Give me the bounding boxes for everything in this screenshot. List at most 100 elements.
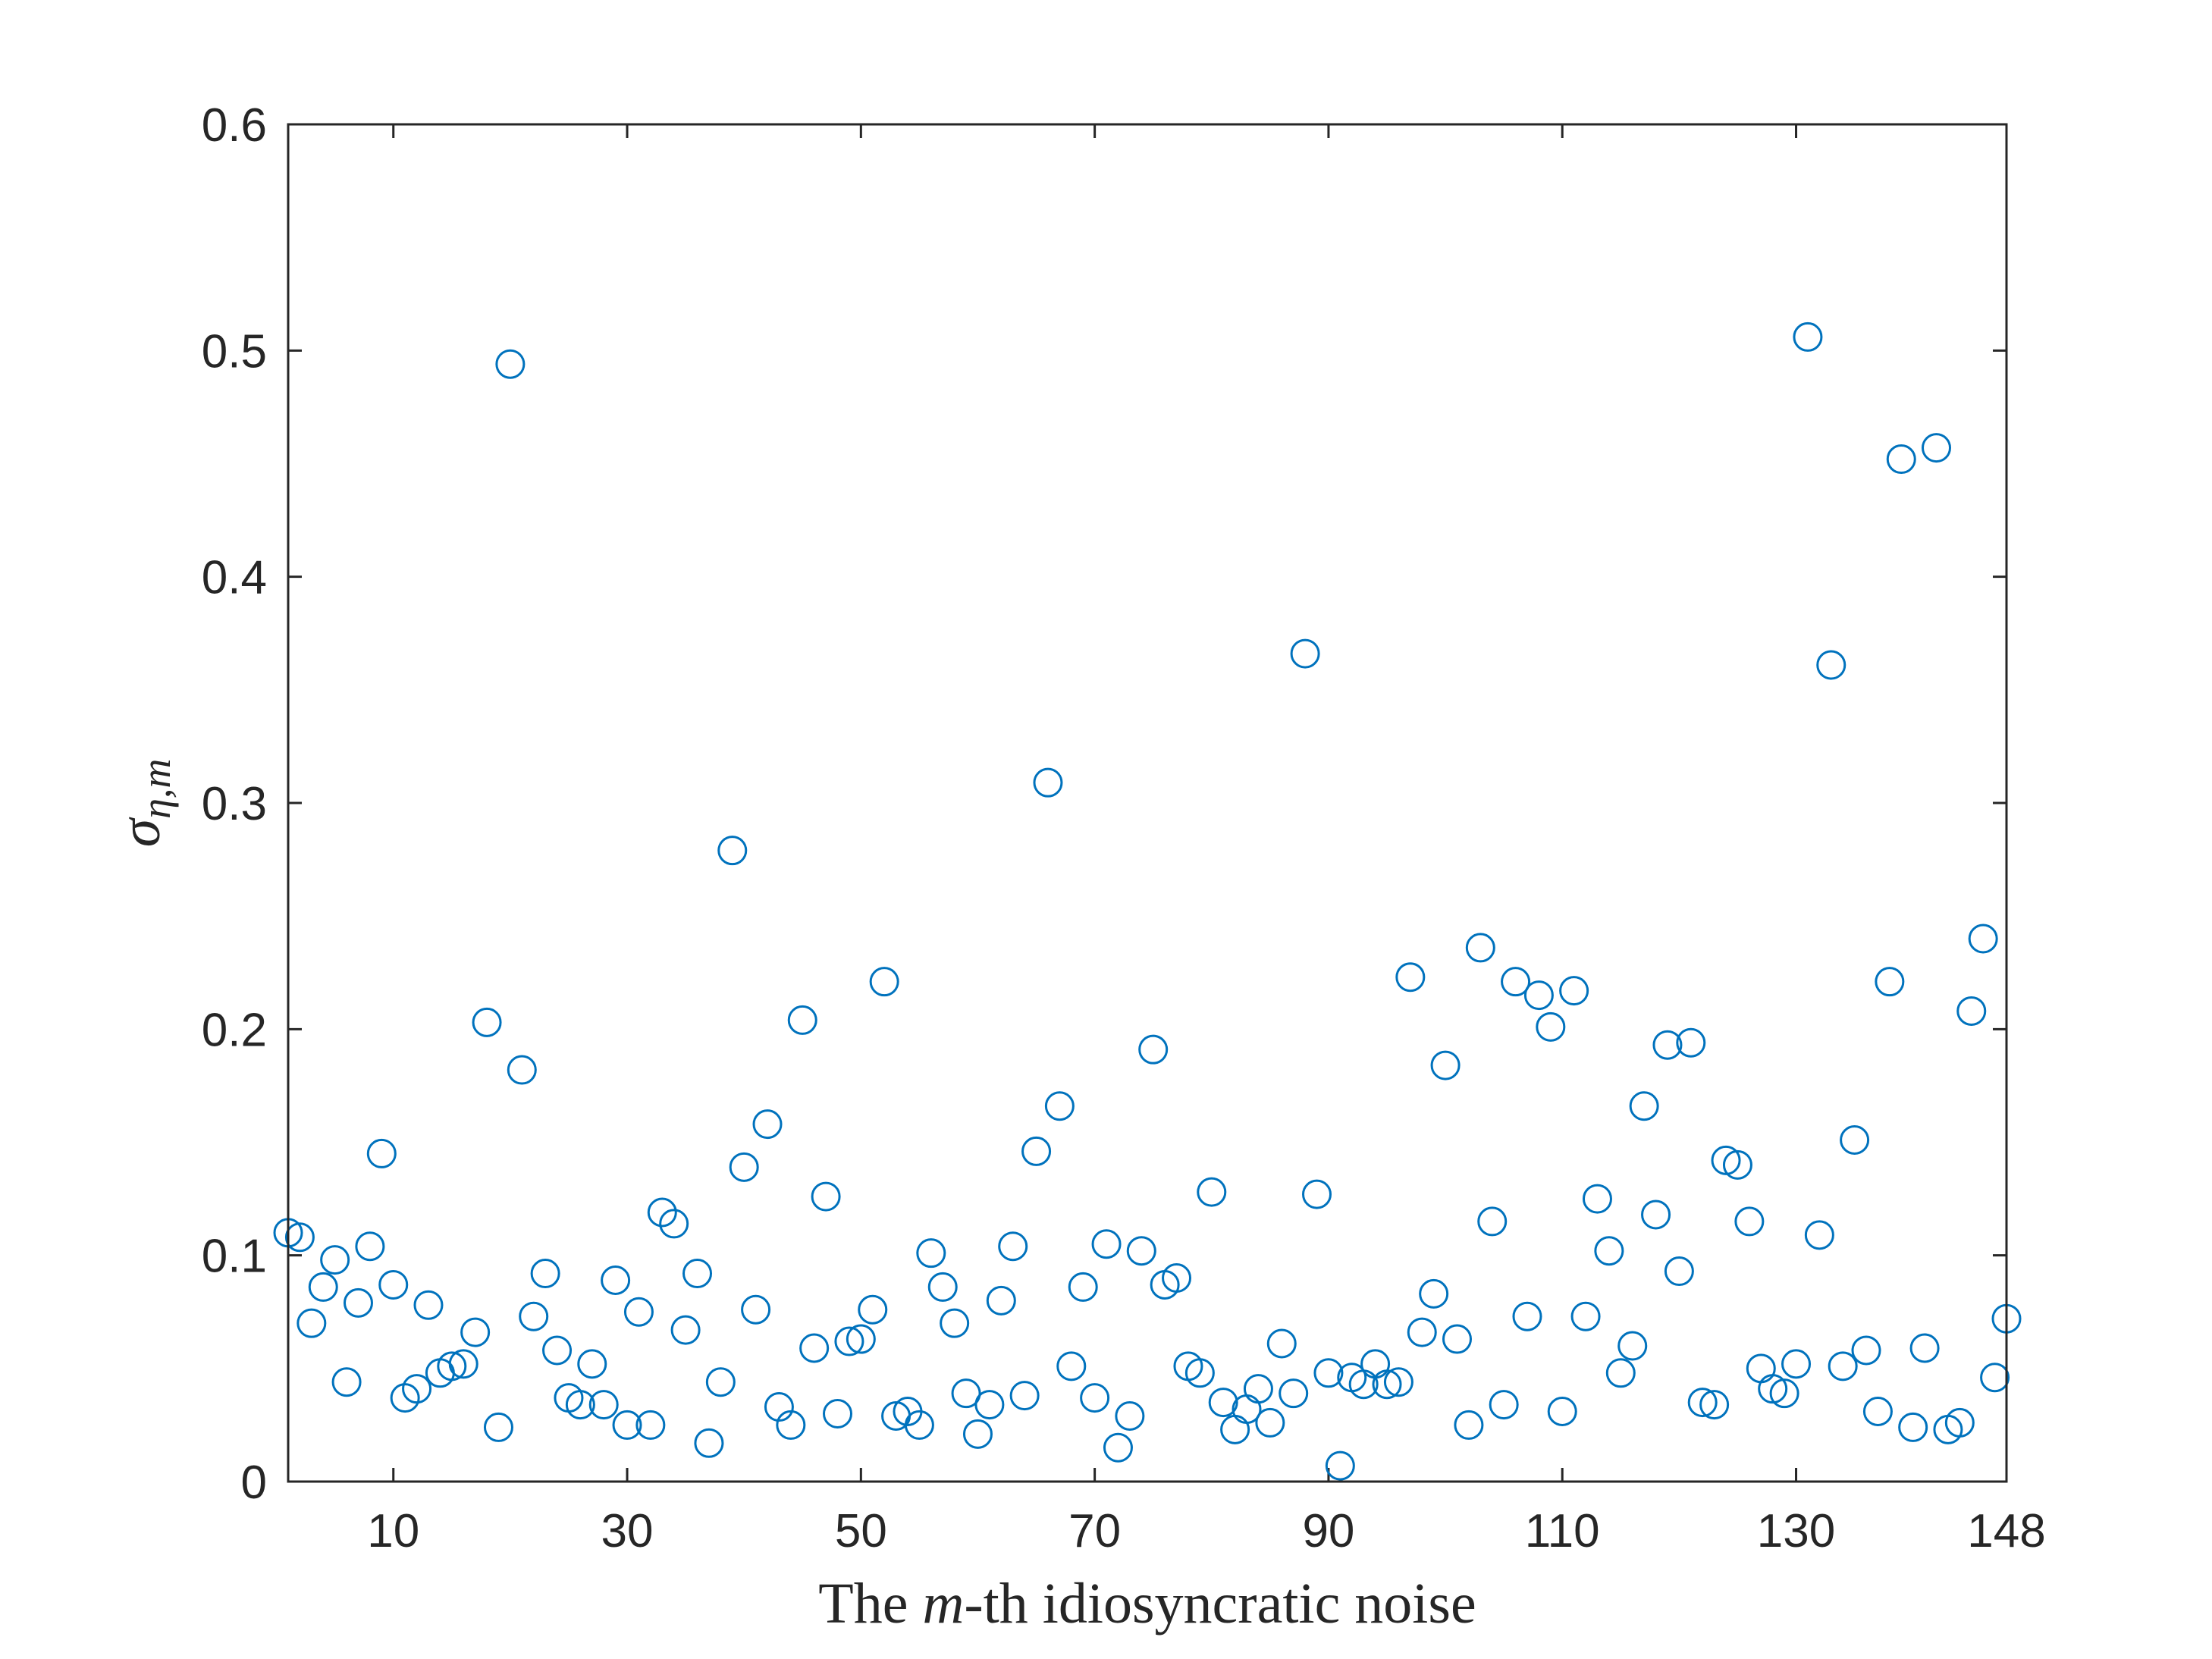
- data-point: [297, 1308, 327, 1338]
- data-point: [565, 1390, 595, 1420]
- data-point: [1676, 1027, 1706, 1058]
- x-tick-label: 30: [601, 1505, 654, 1557]
- data-point: [1944, 1407, 1975, 1438]
- data-point: [495, 349, 526, 379]
- data-point: [1875, 967, 1905, 997]
- data-point: [1021, 1136, 1052, 1166]
- data-point: [962, 1419, 993, 1449]
- data-point: [1641, 1200, 1671, 1230]
- data-point: [1302, 1179, 1332, 1209]
- data-point: [1126, 1236, 1156, 1266]
- data-point: [998, 1231, 1028, 1262]
- data-point: [1722, 1149, 1752, 1180]
- data-point: [787, 1005, 817, 1035]
- data-point: [1512, 1301, 1542, 1331]
- data-point: [1395, 962, 1426, 993]
- data-point: [1056, 1351, 1087, 1381]
- data-point: [331, 1367, 362, 1397]
- data-point: [1582, 1184, 1612, 1214]
- data-point: [927, 1272, 958, 1302]
- y-axis-title: ση,m: [108, 759, 179, 848]
- data-point: [1629, 1091, 1659, 1121]
- y-tick-label: 0.1: [202, 1231, 267, 1283]
- y-tick-label: 0.6: [202, 99, 267, 152]
- data-point: [986, 1285, 1016, 1316]
- data-point: [601, 1265, 631, 1295]
- data-point: [752, 1109, 783, 1140]
- data-point: [811, 1181, 841, 1212]
- data-point: [904, 1410, 934, 1440]
- data-point: [1547, 1397, 1577, 1427]
- data-point: [472, 1007, 502, 1037]
- data-point: [834, 1326, 864, 1356]
- data-point: [320, 1245, 350, 1275]
- data-point: [1477, 1206, 1508, 1237]
- data-point: [1886, 444, 1916, 475]
- data-point: [530, 1259, 560, 1289]
- data-point: [635, 1410, 666, 1440]
- data-point: [1781, 1349, 1812, 1379]
- data-point: [1372, 1369, 1402, 1400]
- data-point: [1523, 980, 1554, 1011]
- x-tick-label: 110: [1525, 1505, 1600, 1557]
- data-point: [1489, 1390, 1519, 1420]
- data-point: [542, 1335, 573, 1366]
- data-point: [437, 1351, 467, 1381]
- data-point: [858, 1294, 888, 1325]
- data-point: [1442, 1324, 1472, 1354]
- data-point: [1138, 1034, 1169, 1065]
- data-point: [1419, 1278, 1449, 1309]
- data-point: [1922, 433, 1952, 463]
- data-point: [1617, 1331, 1648, 1361]
- data-point: [729, 1152, 759, 1182]
- data-point: [1383, 1367, 1413, 1397]
- data-point: [1559, 976, 1589, 1006]
- data-point: [1325, 1450, 1355, 1481]
- data-point: [284, 1222, 315, 1253]
- data-point: [741, 1294, 771, 1325]
- y-tick-label: 0: [241, 1457, 267, 1509]
- data-point: [1570, 1301, 1601, 1331]
- data-point: [974, 1390, 1005, 1420]
- data-point: [483, 1412, 513, 1442]
- data-point: [764, 1392, 794, 1422]
- x-tick-label: 130: [1757, 1505, 1835, 1557]
- data-point: [507, 1055, 537, 1085]
- y-tick-label: 0.5: [202, 325, 267, 378]
- data-point: [682, 1259, 713, 1289]
- data-point: [1605, 1358, 1636, 1388]
- data-point: [1162, 1263, 1192, 1293]
- y-tick-label: 0.4: [202, 552, 267, 604]
- x-tick-label: 148: [1967, 1505, 2045, 1557]
- data-point: [1184, 1358, 1215, 1388]
- data-point: [1862, 1397, 1893, 1427]
- data-point: [1804, 1220, 1834, 1250]
- data-point: [705, 1367, 736, 1397]
- data-point: [448, 1349, 478, 1379]
- data-point: [799, 1333, 830, 1363]
- data-point: [378, 1269, 409, 1300]
- data-point: [355, 1231, 385, 1262]
- data-point: [1080, 1383, 1110, 1413]
- data-point: [308, 1272, 338, 1302]
- y-tick-label: 0.2: [202, 1004, 267, 1056]
- data-point: [1068, 1272, 1098, 1302]
- plot-frame: [287, 123, 2008, 1483]
- data-point: [846, 1324, 876, 1354]
- data-point: [1103, 1432, 1133, 1463]
- plot-area: [288, 124, 2006, 1482]
- data-point: [1699, 1390, 1730, 1420]
- x-tick-label: 70: [1068, 1505, 1121, 1557]
- data-point: [519, 1301, 549, 1331]
- data-point: [1828, 1351, 1858, 1381]
- data-point: [1430, 1050, 1461, 1080]
- data-point: [588, 1390, 619, 1420]
- data-point: [1115, 1400, 1145, 1431]
- x-tick-label: 50: [835, 1505, 887, 1557]
- data-point: [823, 1399, 853, 1428]
- data-point: [1769, 1378, 1799, 1409]
- data-point: [1313, 1358, 1344, 1388]
- data-point: [1711, 1145, 1741, 1175]
- data-point: [577, 1349, 607, 1379]
